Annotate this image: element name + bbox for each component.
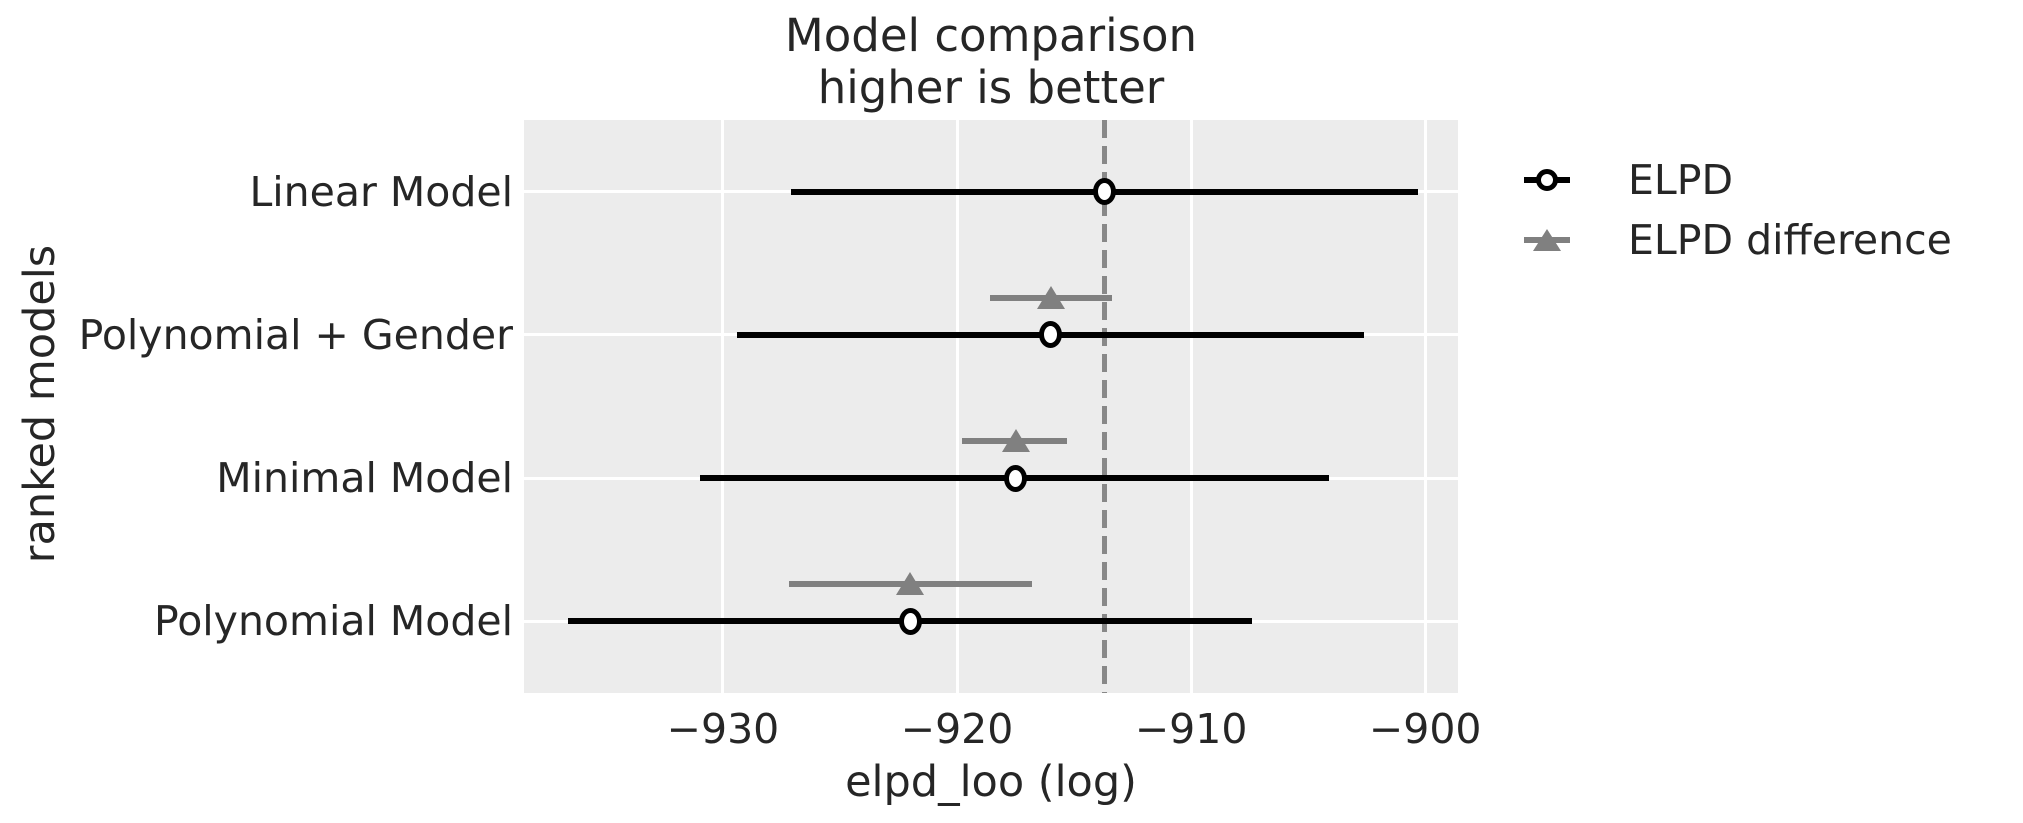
x-gridline-−920 (955, 120, 959, 693)
legend-label-elpd-difference: ELPD difference (1628, 216, 1952, 264)
elpd-difference-marker (896, 572, 925, 596)
open-circle-icon (1536, 169, 1558, 191)
x-axis-label: elpd_loo (log) (845, 757, 1137, 807)
x-gridline-−900 (1423, 120, 1427, 693)
x-gridline-−910 (1189, 120, 1193, 693)
chart-title-line1: Model comparison (784, 9, 1198, 62)
x-tick-label: −900 (1368, 705, 1482, 753)
x-gridline-−930 (721, 120, 725, 693)
best-elpd-reference-line (1102, 120, 1108, 693)
x-tick-label: −920 (900, 705, 1014, 753)
x-tick-label: −910 (1134, 705, 1248, 753)
elpd-marker (1093, 178, 1117, 206)
category-label: Polynomial + Gender (78, 310, 513, 359)
legend-item-elpd-difference: ELPD difference (1524, 210, 1952, 270)
plot-area (524, 120, 1458, 693)
elpd-difference-legend-marker (1524, 210, 1570, 270)
chart-title: Model comparison higher is better (524, 10, 1458, 114)
category-label: Polynomial Model (153, 597, 513, 646)
triangle-icon (1533, 229, 1561, 251)
legend-label-elpd: ELPD (1628, 156, 1734, 204)
elpd-marker (1039, 321, 1063, 349)
elpd-marker (1004, 464, 1028, 492)
legend-item-elpd: ELPD (1524, 150, 1952, 210)
elpd-difference-marker (1001, 429, 1030, 453)
x-tick-label: −930 (666, 705, 780, 753)
chart-title-line2: higher is better (817, 61, 1165, 114)
y-axis-label: ranked models (15, 244, 65, 564)
legend: ELPD ELPD difference (1524, 150, 1952, 270)
category-label: Minimal Model (216, 454, 513, 503)
category-label: Linear Model (249, 167, 513, 216)
elpd-marker (898, 607, 922, 635)
elpd-legend-marker (1524, 150, 1570, 210)
elpd-difference-marker (1036, 285, 1065, 309)
